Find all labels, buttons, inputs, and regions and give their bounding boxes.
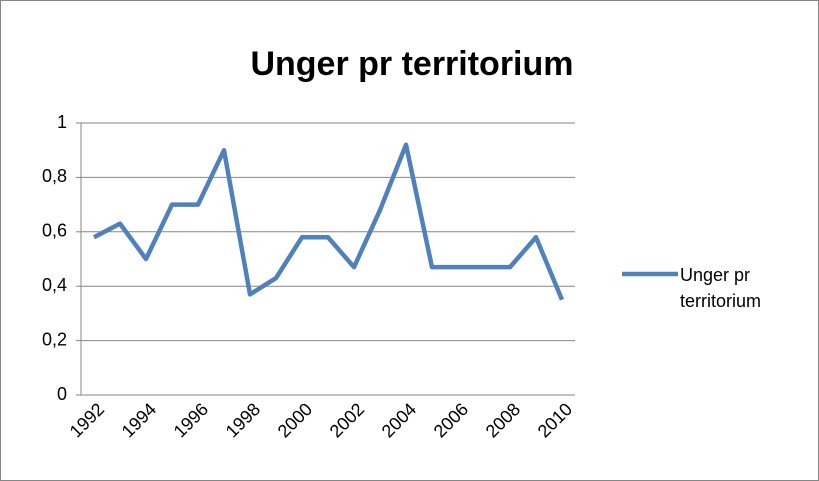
y-tick-label: 0,8 bbox=[42, 166, 67, 186]
y-tick-label: 0 bbox=[57, 384, 67, 404]
y-tick-label: 0,2 bbox=[42, 329, 67, 349]
y-tick-label: 1 bbox=[57, 112, 67, 132]
y-tick-label: 0,4 bbox=[42, 275, 67, 295]
y-tick-label: 0,6 bbox=[42, 221, 67, 241]
series-line bbox=[92, 142, 565, 301]
legend-label: Unger pr territorium bbox=[680, 265, 762, 311]
chart-title: Unger pr territorium bbox=[250, 45, 573, 83]
